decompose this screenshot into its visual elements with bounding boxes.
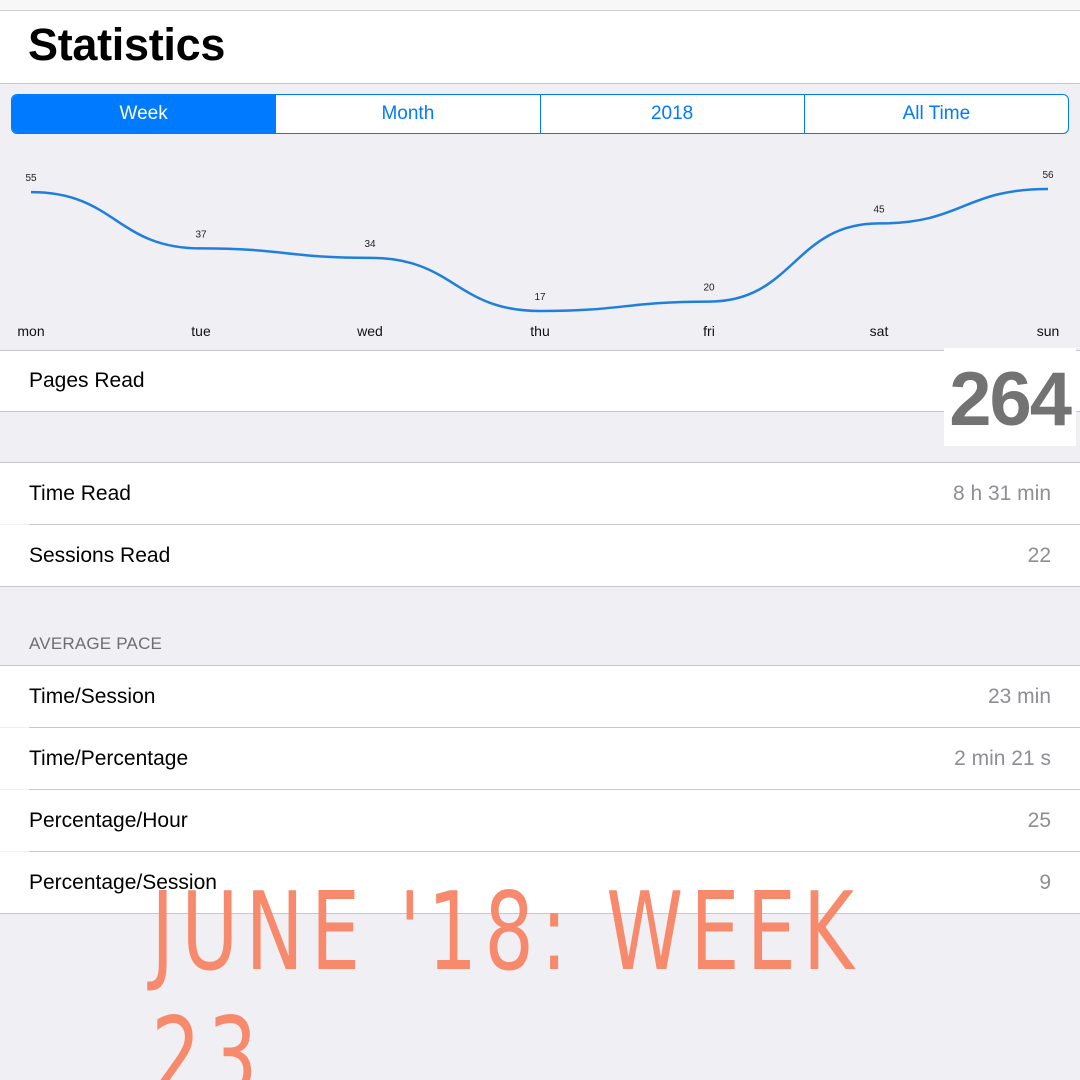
separator: [0, 411, 1080, 412]
series-line: [30, 187, 1049, 313]
sessions-read-label: Sessions Read: [29, 544, 171, 567]
time-per-percentage-label: Time/Percentage: [29, 747, 189, 770]
row-time-read[interactable]: Time Read 8 h 31 min: [0, 463, 1080, 524]
percentage-per-hour-label: Percentage/Hour: [29, 809, 188, 832]
row-time-per-percentage[interactable]: Time/Percentage 2 min 21 s: [0, 728, 1080, 789]
x-tick-label: sun: [1037, 323, 1060, 339]
weekly-pages-chart: 55 37 34 17 20 45 56 mon tue wed thu fri sat sun: [0, 140, 1080, 350]
line-chart-svg: 55 37 34 17 20 45 56 mon tue wed thu fri sat sun: [17, 170, 1060, 339]
x-tick-label: sat: [870, 323, 889, 339]
data-label: 55: [25, 173, 37, 184]
separator: [0, 665, 1080, 666]
time-per-session-value: 23 min: [987, 685, 1051, 708]
percentage-per-hour-value: 25: [1027, 809, 1051, 832]
separator: [29, 851, 1080, 852]
data-label: 20: [703, 283, 715, 294]
average-pace-header: AVERAGE PACE: [29, 634, 163, 653]
separator: [29, 789, 1080, 790]
segment-week[interactable]: Week: [12, 95, 276, 133]
page-title: Statistics: [28, 19, 226, 70]
x-tick-label: tue: [191, 323, 211, 339]
row-time-per-session[interactable]: Time/Session 23 min: [0, 666, 1080, 727]
period-segmented-control: Week Month 2018 All Time: [11, 94, 1069, 134]
separator: [29, 524, 1080, 525]
data-label: 56: [1042, 170, 1054, 181]
x-tick-label: mon: [17, 323, 44, 339]
segment-2018[interactable]: 2018: [539, 95, 804, 133]
week-caption: JUNE '18: WEEK 23: [151, 870, 862, 1080]
separator: [0, 586, 1080, 587]
data-label: 37: [195, 229, 207, 240]
row-percentage-per-hour[interactable]: Percentage/Hour 25: [0, 790, 1080, 851]
data-label: 45: [873, 204, 885, 215]
row-pages-read[interactable]: Pages Read: [0, 351, 1080, 411]
navigation-header: Statistics: [0, 11, 1080, 84]
separator: [0, 462, 1080, 463]
time-read-label: Time Read: [29, 482, 131, 505]
separator: [0, 350, 1080, 351]
pages-read-value-overlay: 264: [944, 348, 1076, 446]
x-tick-label: wed: [356, 323, 383, 339]
row-percentage-per-session[interactable]: Percentage/Session 9: [0, 852, 1080, 913]
time-read-value: 8 h 31 min: [952, 482, 1051, 505]
pages-read-label: Pages Read: [29, 369, 145, 392]
segment-month[interactable]: Month: [275, 95, 539, 133]
time-per-session-label: Time/Session: [29, 685, 156, 708]
status-sliver: [0, 0, 1080, 11]
data-label: 17: [534, 292, 546, 303]
x-tick-label: thu: [530, 323, 549, 339]
x-tick-label: fri: [703, 323, 715, 339]
data-label: 34: [364, 239, 376, 250]
separator: [29, 727, 1080, 728]
percentage-per-session-value: 9: [1039, 871, 1051, 894]
separator: [0, 913, 1080, 914]
segment-all-time[interactable]: All Time: [803, 95, 1068, 133]
row-sessions-read[interactable]: Sessions Read 22: [0, 525, 1080, 586]
time-per-percentage-value: 2 min 21 s: [954, 747, 1051, 770]
pages-read-value: 264: [949, 357, 1072, 442]
sessions-read-value: 22: [1027, 544, 1051, 567]
percentage-per-session-label: Percentage/Session: [29, 871, 217, 894]
